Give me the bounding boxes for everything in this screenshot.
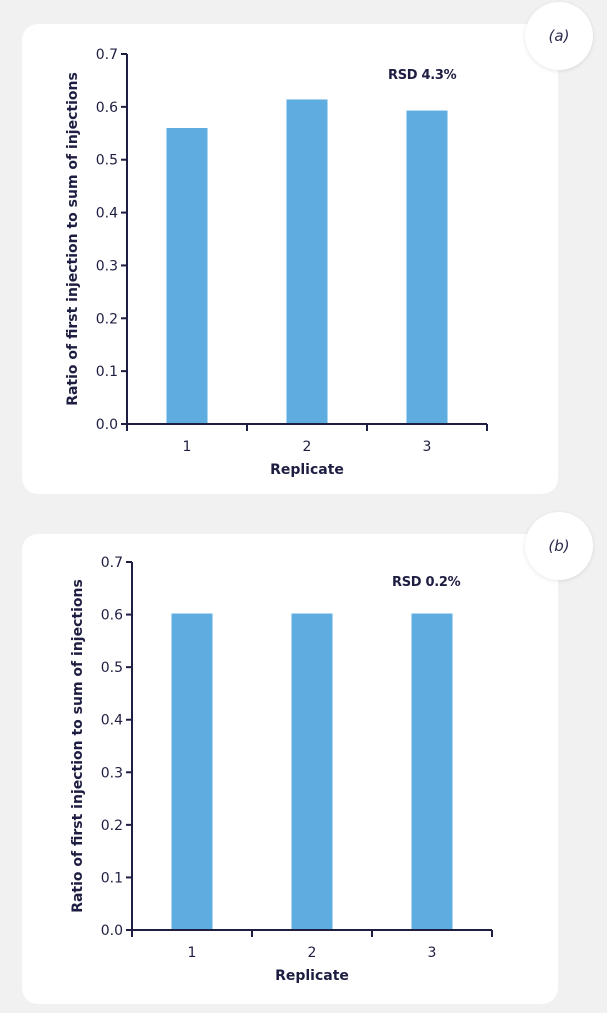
y-axis-title: Ratio of first injection to sum of injec… [70,579,86,913]
y-tick-label: 0.1 [96,364,118,380]
x-tick-label: 1 [188,945,197,961]
bar-replicate-2 [286,99,328,424]
y-tick-label: 0.7 [101,555,123,571]
y-tick-label: 0.2 [101,818,123,834]
y-tick-label: 0.4 [96,206,118,222]
y-tick-label: 0.2 [96,311,118,327]
bar-replicate-2 [291,613,333,930]
y-tick-label: 0.0 [101,923,123,939]
panel-label-b: (b) [525,512,593,580]
x-tick-label: 2 [303,439,312,455]
y-tick-label: 0.5 [101,660,123,676]
y-tick-label: 0.7 [96,47,118,63]
panel-label-a: (a) [525,2,593,70]
y-tick-label: 0.0 [96,417,118,433]
x-axis-title: Replicate [275,968,349,984]
x-tick-label: 3 [428,945,437,961]
x-tick-label: 1 [183,439,192,455]
y-tick-label: 0.3 [96,258,118,274]
bar-replicate-3 [411,613,453,930]
y-tick-label: 0.4 [101,713,123,729]
x-tick-label: 2 [308,945,317,961]
chart-panel-b [22,534,558,1004]
y-tick-label: 0.6 [96,100,118,116]
bar-chart-a: 0.0 0.1 0.2 0.3 0.4 0.5 0.6 0.7 1 2 3 Replicate Rati… [65,47,488,478]
bar-replicate-3 [406,110,448,425]
rsd-annotation: RSD 4.3% [388,68,457,83]
bar-replicate-1 [171,613,213,930]
y-tick-label: 0.5 [96,153,118,169]
y-tick-label: 0.3 [101,765,123,781]
x-axis-title: Replicate [270,462,344,478]
y-axis-title: Ratio of first injection to sum of injec… [65,72,81,406]
y-tick-label: 0.1 [101,870,123,886]
bar-replicate-1 [166,128,208,424]
bar-chart-b: 0.0 0.1 0.2 0.3 0.4 0.5 0.6 0.7 1 2 3 Replicate Rati… [70,555,493,984]
rsd-annotation: RSD 0.2% [392,575,461,590]
x-tick-label: 3 [423,439,432,455]
y-tick-label: 0.6 [101,608,123,624]
